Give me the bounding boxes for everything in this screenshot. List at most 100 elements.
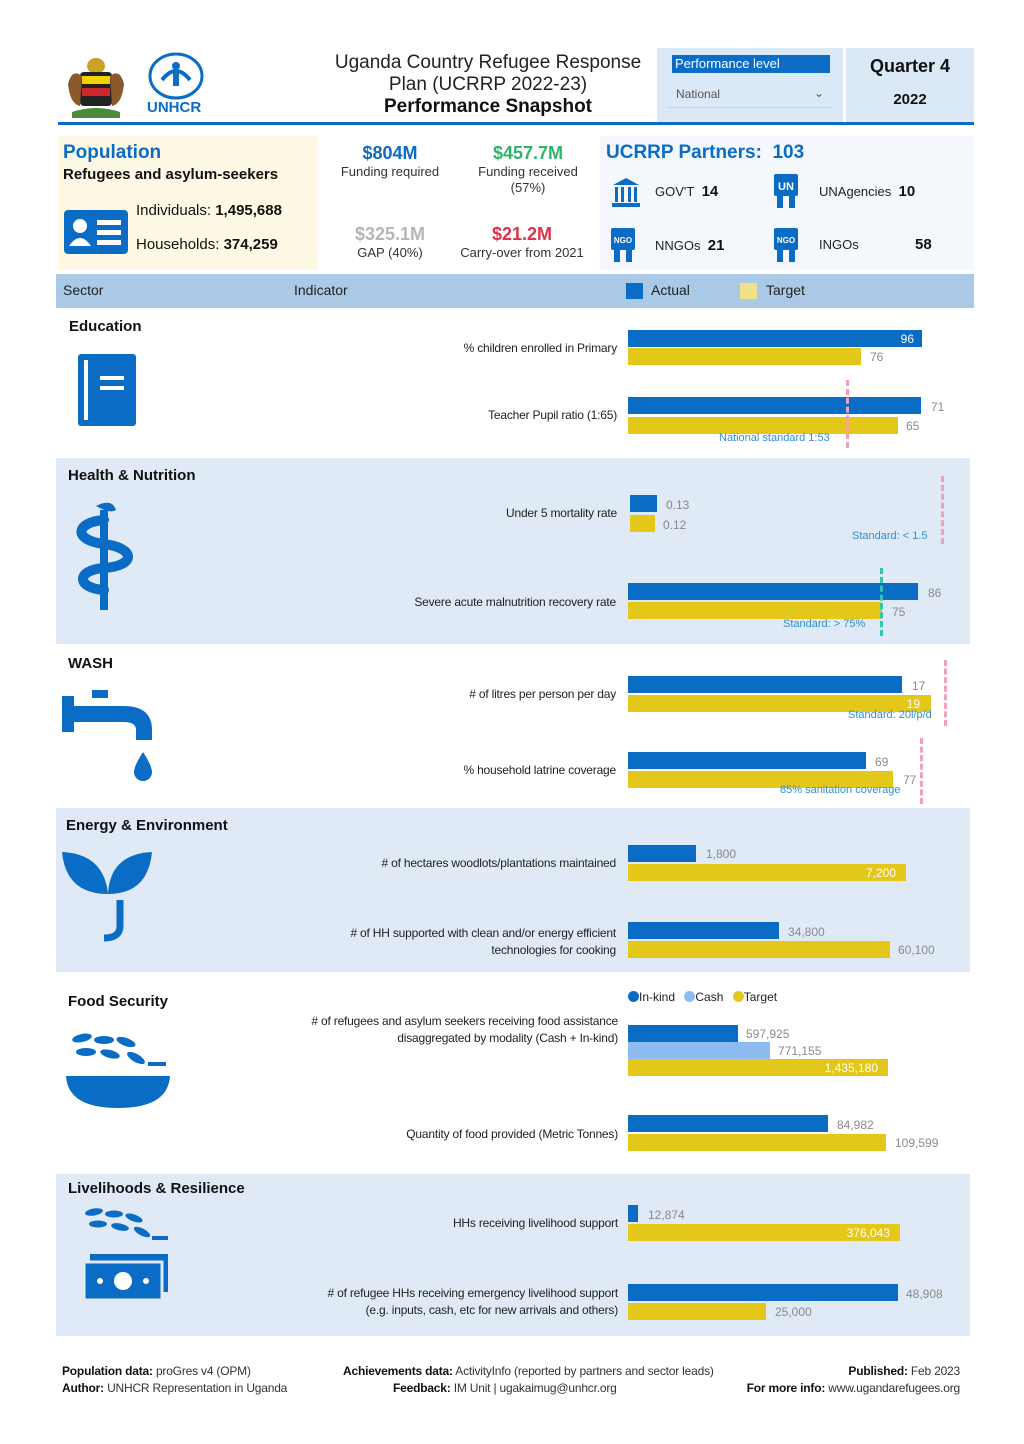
partners-total: 103 [772,142,805,163]
individuals-row: Individuals: 1,495,688 [136,202,282,219]
legend-target-dot [732,991,744,1002]
standard-line [920,738,923,804]
energy-ind1-actual-bar [628,845,696,862]
standard-line [944,660,947,726]
legend-inkind-label: In-kind [639,990,676,1004]
wash-ind2-target-bar [628,771,893,788]
population-title: Population [63,142,162,163]
un-agency-icon: UN [773,174,799,208]
indicator-label: HHs receiving livelihood support [452,1216,618,1230]
indicator-column-header: Indicator [294,282,348,298]
ingo-icon: NGO [773,228,799,262]
wash-ind1-target-bar [628,695,931,712]
food-ind1-cash-value: 771,155 [778,1044,822,1058]
partner-un-agencies: UNAgencies 10 [819,183,916,200]
footer-achievements: Achievements data: ActivityInfo (reporte… [343,1364,714,1395]
energy-ind2-target-bar [628,941,890,958]
wash-ind2-actual-value: 69 [875,755,889,769]
partner-nngos: NNGOs 21 [655,237,725,254]
households-value: 374,259 [223,236,278,253]
unhcr-logo-icon [145,52,207,120]
id-card-icon [64,210,128,254]
more-info-link[interactable]: www.ugandarefugees.org [828,1381,960,1395]
indicator-label: # of refugees and asylum seekers receivi… [311,1014,618,1045]
grain-and-money-icon [80,1206,172,1302]
legend-actual-swatch [626,283,643,299]
nngo-icon: NGO [610,228,636,262]
indicator-label: Under 5 mortality rate [506,506,617,520]
legend-cash-label: Cash [695,990,724,1004]
funding-gap: $325.1M GAP (40%) [354,224,426,260]
health-title: Health & Nutrition [68,467,196,484]
indicator-label: # of hectares woodlots/plantations maint… [381,856,617,870]
livelihoods-ind2-target-value: 25,000 [775,1305,812,1319]
individuals-value: 1,495,688 [215,202,282,219]
health-ind1-actual-bar [630,495,657,512]
quarter-label: Quarter 4 [869,56,951,76]
carry-over: $21.2M Carry-over from 2021 [460,224,584,260]
education-title: Education [69,318,142,335]
partner-govt: GOV'T 14 [655,183,719,200]
chevron-down-icon: ⌄ [813,86,824,100]
energy-ind2-actual-value: 34,800 [788,925,825,939]
health-ind2-target-bar [628,602,882,619]
health-ind2-actual-value: 86 [928,586,942,600]
footer-sources: Population data: proGres v4 (OPM) Author… [62,1364,288,1395]
livelihoods-ind1-target-value: 376,043 [846,1226,890,1240]
unhcr-logo-text: UNHCR [147,99,202,116]
indicator-label: % household latrine coverage [463,763,616,777]
uganda-coat-of-arms-icon [62,54,130,120]
wash-ind1-target-value: 19 [906,697,920,711]
livelihoods-ind2-actual-bar [628,1284,898,1301]
legend-target-swatch [740,283,757,299]
partner-ingos: INGOs 58 [819,236,932,253]
households-row: Households: 374,259 [136,236,278,253]
education-ind2-actual-value: 71 [931,400,945,414]
food-title: Food Security [68,993,169,1010]
quarter-box: Quarter 4 2022 [846,48,974,123]
legend-inkind-dot [628,991,639,1002]
indicator-label: Quantity of food provided (Metric Tonnes… [406,1127,618,1141]
education-ind1-target-bar [628,348,861,365]
indicator-label: # of HH supported with clean and/or ener… [350,926,616,957]
sector-column-header: Sector [63,282,104,298]
legend-target-label: Target [766,282,805,298]
food-ind2-target-value: 109,599 [895,1136,939,1150]
ingo-icon-text: NGO [777,236,795,245]
food-ind1-target-value: 1,435,180 [824,1061,878,1075]
header-divider [58,122,974,125]
water-tap-icon [62,690,158,782]
standard-label: Standard: 20l/p/d [848,709,932,721]
indicator-label: # of refugee HHs receiving emergency liv… [327,1286,619,1317]
footer-publication: Published: Feb 2023 For more info: www.u… [746,1364,961,1395]
standard-line [880,568,883,636]
funding-required: $804M Funding required [340,143,440,179]
feedback-email-link[interactable]: IM Unit | ugakaimug@unhcr.org [453,1381,617,1395]
report-subtitle: Performance Snapshot [384,96,592,117]
health-ind1-target-bar [630,515,655,532]
livelihoods-ind1-actual-value: 12,874 [648,1208,685,1222]
performance-level-value: National [676,87,721,101]
energy-ind1-target-bar [628,864,906,881]
standard-label: National standard 1:53 [719,432,830,444]
plant-leaves-icon [60,850,154,944]
year-label: 2022 [893,91,927,108]
legend-target-label: Target [743,990,778,1004]
food-ind1-target-bar [628,1059,888,1076]
wash-ind2-target-value: 77 [903,773,917,787]
education-ind2-actual-bar [628,397,921,414]
health-ind2-target-value: 75 [892,605,906,619]
food-ind1-inkind-value: 597,925 [746,1027,790,1041]
legend-actual-label: Actual [651,282,690,298]
energy-title: Energy & Environment [66,817,228,834]
population-subtitle: Refugees and asylum-seekers [63,166,279,183]
table-header: Sector Indicator Actual Target [56,274,974,308]
wash-ind1-actual-bar [628,676,902,693]
funding-received: $457.7M Funding received (57%) [478,143,578,195]
health-ind1-actual-value: 0.13 [666,498,690,512]
performance-level-dropdown[interactable]: National ⌄ [668,82,832,108]
standard-label: 85% sanitation coverage [780,784,901,796]
livelihoods-ind2-target-bar [628,1303,766,1320]
partners-title: UCRRP Partners: 103 [606,142,805,163]
energy-ind1-target-value: 7,200 [865,866,896,880]
